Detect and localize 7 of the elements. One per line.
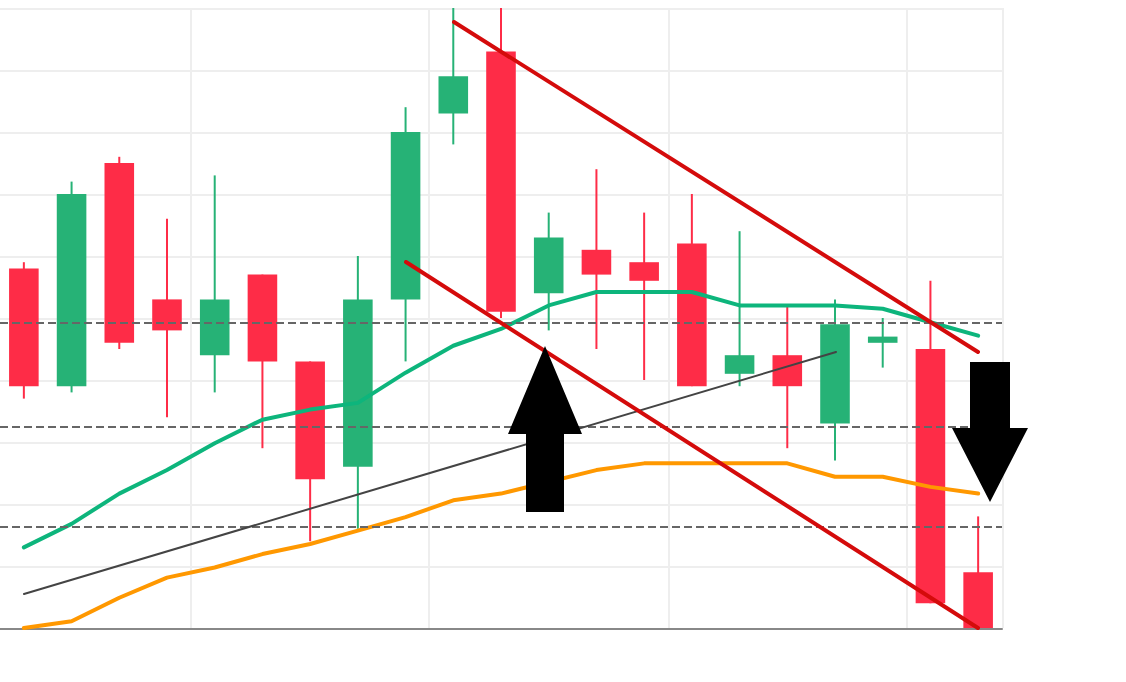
candlestick bbox=[724, 230, 755, 388]
candlestick bbox=[438, 7, 469, 146]
candlestick bbox=[867, 317, 898, 369]
candlestick bbox=[152, 217, 182, 419]
candlestick bbox=[581, 168, 612, 350]
candlestick bbox=[772, 304, 803, 450]
candlestick bbox=[629, 211, 659, 381]
